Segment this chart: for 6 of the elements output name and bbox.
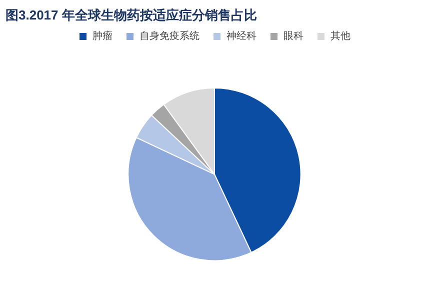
legend-label: 神经科: [226, 30, 256, 43]
legend-label: 其他: [330, 30, 350, 43]
legend-label: 肿瘤: [92, 30, 112, 43]
chart-title: 图3.2017 年全球生物药按适应症分销售占比: [6, 8, 257, 22]
legend-label: 自身免疫系统: [140, 30, 200, 43]
legend-label: 眼科: [284, 30, 304, 43]
